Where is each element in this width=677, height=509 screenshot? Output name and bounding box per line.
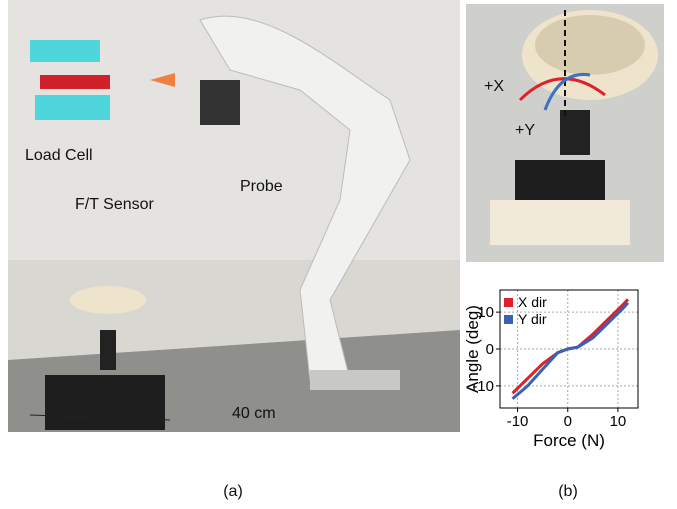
annotation: +X: [484, 78, 504, 95]
x-tick-label: 10: [610, 413, 627, 430]
y-tick-label: 0: [486, 341, 494, 358]
photo-a: [8, 0, 460, 432]
x-tick-label: -10: [507, 413, 529, 430]
y-axis-label: Angle (deg): [463, 305, 482, 393]
x-axis-label: Force (N): [533, 431, 605, 450]
legend-label: Y dir: [518, 311, 547, 327]
legend-label: X dir: [518, 294, 547, 310]
annotation: Probe: [240, 178, 283, 195]
annotation: Load Cell: [25, 147, 93, 164]
legend-swatch: [504, 298, 513, 307]
photo-b: [466, 4, 664, 262]
x-tick-label: 0: [564, 413, 572, 430]
annotation: +Y: [515, 122, 535, 139]
caption: (b): [558, 483, 578, 500]
annotation: F/T Sensor: [75, 196, 155, 213]
legend-swatch: [504, 315, 513, 324]
annotation: 40 cm: [232, 405, 276, 422]
caption: (a): [223, 483, 243, 500]
figure: Load Cell F/T Sensor Probe 40 cm +X +Y (…: [0, 0, 677, 504]
